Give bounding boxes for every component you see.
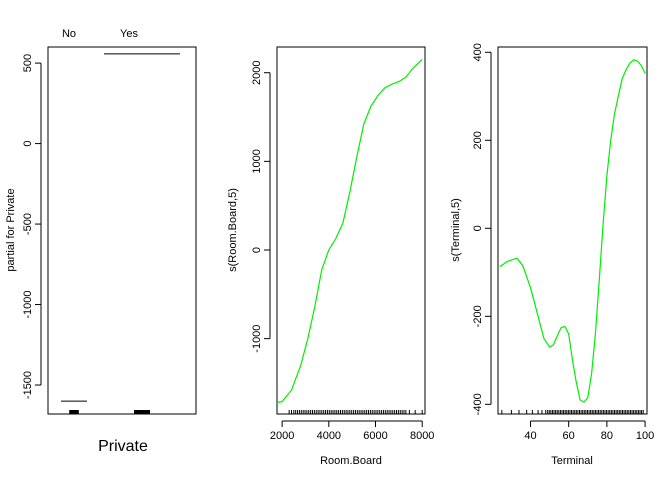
room-board-y-tick-label: -1000 <box>251 325 263 353</box>
smooth-curve-terminal <box>499 59 646 403</box>
room-board-x-tick-label: 6000 <box>363 430 387 442</box>
room-board-y-tick-label: 0 <box>251 247 263 253</box>
panel-terminal: 40 60 80 100 -400 -200 0 200 400 Terminal s(Ter… <box>450 43 654 467</box>
room-board-x-tick-label: 8000 <box>410 430 434 442</box>
panel-private-frame <box>47 46 197 415</box>
x-axis-room-board: 2000 4000 6000 8000 <box>270 420 434 442</box>
x-axis-title-room-board: Room.Board <box>320 455 382 467</box>
rug-room-board <box>288 410 423 414</box>
room-board-y-tick-label: 1000 <box>251 149 263 173</box>
y-axis-terminal: -400 -200 0 200 400 <box>472 43 492 415</box>
rug-no <box>69 410 79 414</box>
smooth-curve-room-board <box>276 58 423 404</box>
y-axis-title-terminal: s(Terminal,5) <box>450 198 462 262</box>
terminal-y-tick-label: 400 <box>472 43 484 61</box>
x-axis-terminal: 40 60 80 100 <box>524 420 654 442</box>
room-board-y-tick-label: 2000 <box>251 60 263 84</box>
private-y-tick-label: 500 <box>22 54 34 72</box>
category-label-no: No <box>62 28 76 40</box>
room-board-x-tick-label: 2000 <box>270 430 294 442</box>
y-axis-private: -1500 -1000 -500 0 500 <box>22 54 42 399</box>
private-y-tick-label: 0 <box>22 141 34 147</box>
rug-terminal <box>501 410 644 414</box>
y-axis-title-room-board: s(Room.Board,5) <box>227 188 239 272</box>
terminal-y-tick-label: -200 <box>472 305 484 327</box>
private-y-tick-label: -500 <box>22 213 34 235</box>
terminal-x-tick-label: 100 <box>636 430 654 442</box>
room-board-x-tick-label: 4000 <box>317 430 341 442</box>
y-axis-room-board: -1000 0 1000 2000 <box>251 60 271 353</box>
panel-terminal-frame <box>497 46 648 415</box>
terminal-x-tick-label: 80 <box>601 430 613 442</box>
terminal-y-tick-label: -400 <box>472 393 484 415</box>
x-axis-title-private: Private <box>98 438 148 455</box>
private-y-tick-label: -1000 <box>22 290 34 318</box>
terminal-y-tick-label: 0 <box>472 225 484 231</box>
terminal-x-tick-label: 60 <box>563 430 575 442</box>
panel-room-board: 2000 4000 6000 8000 -1000 0 1000 2000 Room.Boa… <box>227 46 434 467</box>
x-axis-title-terminal: Terminal <box>551 455 593 467</box>
terminal-y-tick-label: 200 <box>472 131 484 149</box>
terminal-x-tick-label: 40 <box>524 430 536 442</box>
category-label-yes: Yes <box>120 28 138 40</box>
private-y-tick-label: -1500 <box>22 371 34 399</box>
panel-private: No Yes -1500 -1000 -500 0 500 partial for Pr… <box>5 28 197 455</box>
panel-room-board-frame <box>276 46 426 415</box>
y-axis-title-private: partial for Private <box>5 188 17 271</box>
rug-yes <box>134 410 150 414</box>
